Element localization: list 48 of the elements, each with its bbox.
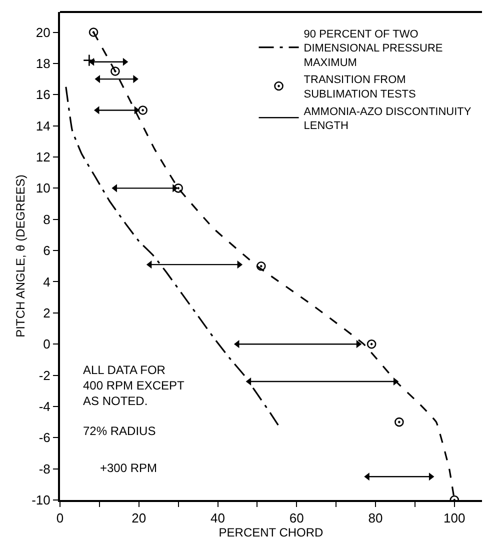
annotation: ALL DATA FOR 400 RPM EXCEPT AS NOTED. xyxy=(83,363,186,408)
point xyxy=(146,260,152,269)
point xyxy=(366,339,376,349)
x-tick-label: 20 xyxy=(132,510,146,526)
y-tick-label: 0 xyxy=(43,336,50,352)
point xyxy=(88,28,98,37)
point xyxy=(82,54,96,67)
y-tick-label: 8 xyxy=(43,212,50,227)
legend-label: 90 PERCENT OF TWO DIMENSIONAL PRESSURE MAXIMUM xyxy=(304,28,443,69)
point xyxy=(394,417,404,427)
point xyxy=(356,340,362,348)
point xyxy=(237,260,243,269)
y-tick-label: 16 xyxy=(36,87,50,102)
annotation: +300 RPM xyxy=(100,461,158,475)
y-tick-label: -2 xyxy=(38,368,50,383)
point xyxy=(110,66,120,76)
point xyxy=(428,472,434,481)
y-tick-label: 10 xyxy=(36,180,50,196)
point xyxy=(174,184,183,193)
y-tick-label: 2 xyxy=(43,305,50,320)
x-tick-label: 0 xyxy=(56,510,64,526)
x-tick-label: 40 xyxy=(210,510,225,526)
y-tick-label: -4 xyxy=(38,399,50,414)
legend-label: AMMONIA-AZO DISCONTINUITY LENGTH xyxy=(304,106,472,132)
x-axis-title: PERCENT CHORD xyxy=(218,526,324,540)
y-tick-label: 12 xyxy=(36,150,50,165)
y-tick-label: 14 xyxy=(36,118,50,134)
y-tick-label: 18 xyxy=(36,56,50,71)
x-tick-label: 60 xyxy=(289,510,304,526)
y-tick-label: -6 xyxy=(38,430,50,446)
point xyxy=(122,58,128,66)
point xyxy=(134,106,140,114)
point xyxy=(256,261,266,271)
point xyxy=(94,106,100,114)
x-tick-label: 80 xyxy=(368,510,383,526)
y-tick-label: -8 xyxy=(38,461,50,476)
y-tick-label: 4 xyxy=(43,274,50,290)
y-tick-label: 20 xyxy=(36,24,50,40)
point xyxy=(138,106,148,115)
y-tick-label: 6 xyxy=(43,243,50,258)
y-axis-title: PITCH ANGLE, θ (DEGREES) xyxy=(13,174,28,338)
legend-label: TRANSITION FROM SUBLIMATION TESTS xyxy=(304,74,416,100)
point xyxy=(94,75,100,84)
x-tick-label: 100 xyxy=(444,510,466,526)
y-tick-label: -10 xyxy=(32,492,50,508)
line-series xyxy=(65,86,280,428)
annotation: 72% RADIUS xyxy=(83,424,156,438)
point xyxy=(234,340,240,348)
